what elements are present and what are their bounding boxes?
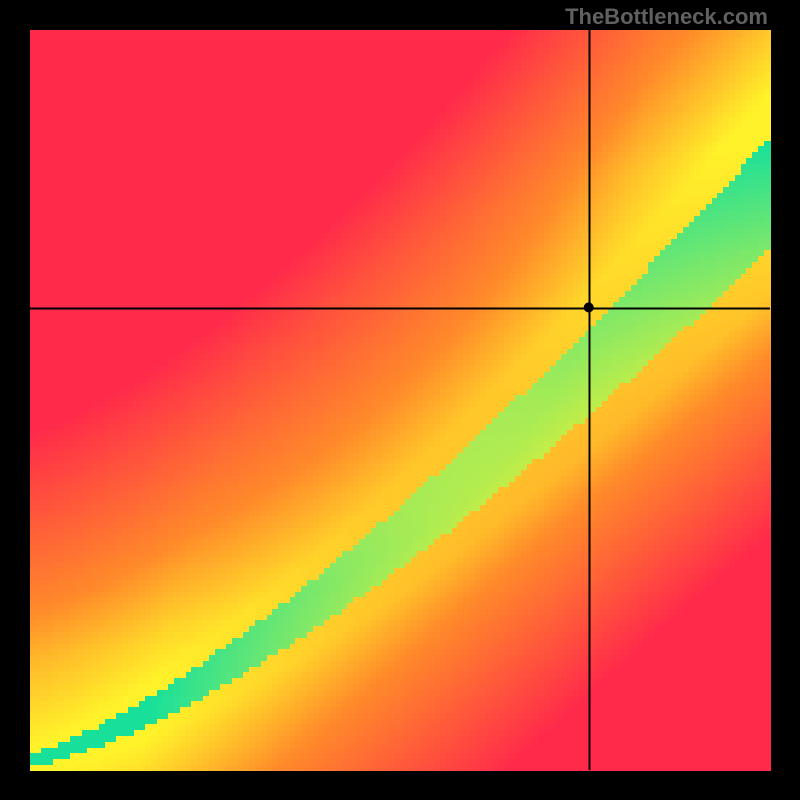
bottleneck-heatmap [0,0,800,800]
watermark-text: TheBottleneck.com [565,4,768,30]
chart-container: TheBottleneck.com [0,0,800,800]
